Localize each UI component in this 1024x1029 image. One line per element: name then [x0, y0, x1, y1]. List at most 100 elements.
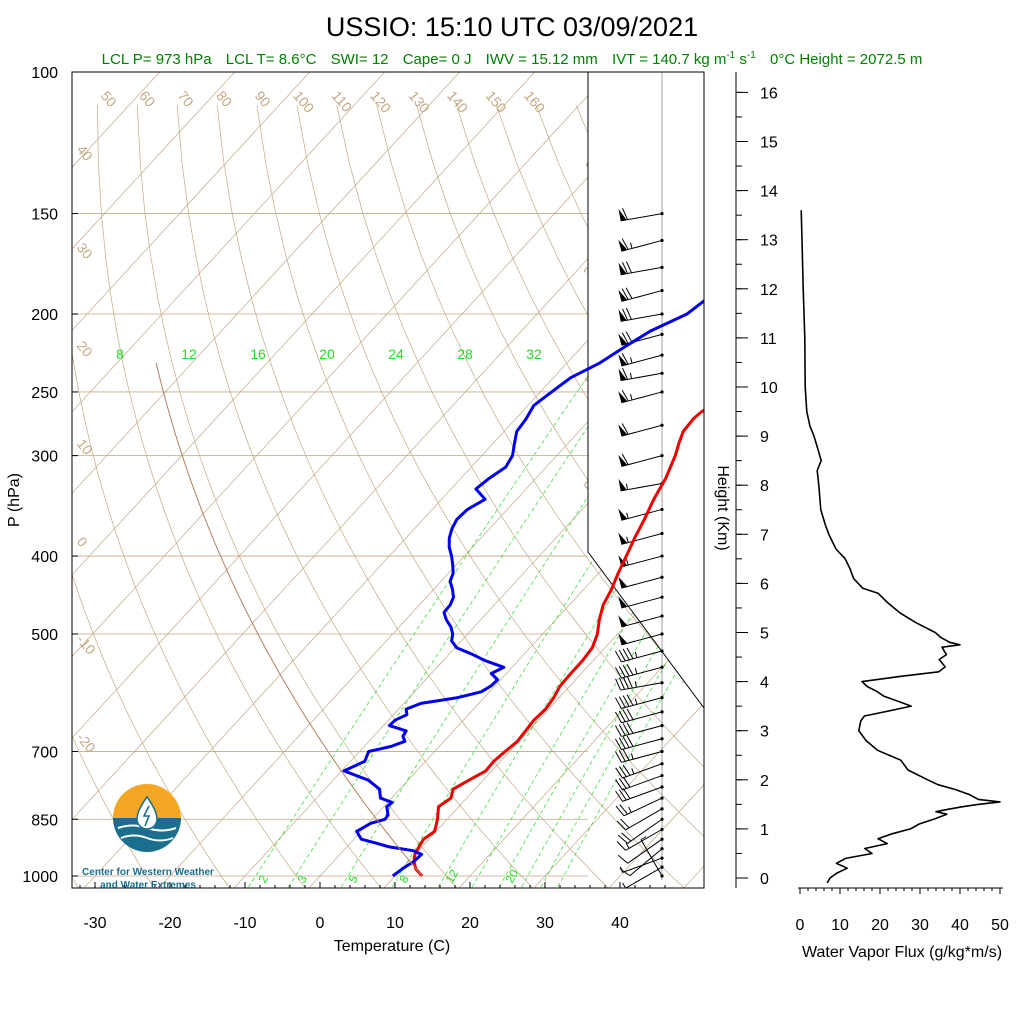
cw3e-logo: Center for Western Weather and Water Ext… — [82, 784, 214, 891]
flux-x-axis-title: Water Vapor Flux (g/kg*m/s) — [802, 944, 1002, 961]
wind-barb-station — [660, 424, 663, 427]
wind-barb-station — [660, 333, 663, 336]
wind-barb-station — [660, 508, 663, 511]
wind-barb-full — [616, 679, 621, 690]
height-axis-tick-label: 2 — [760, 773, 769, 790]
height-axis-tick-label: 6 — [760, 576, 769, 593]
height-axis-tick-label: 14 — [760, 184, 778, 201]
dry-adiabat-line — [855, 105, 1024, 893]
wind-barb-full — [620, 678, 625, 689]
dry-adiabat-line — [0, 105, 157, 893]
isotherm-label: 100 — [290, 88, 317, 116]
y-axis-tick-label: 700 — [31, 744, 58, 761]
height-axis-tick-label: 1 — [760, 822, 769, 839]
y-axis-tick-label: 500 — [31, 627, 58, 644]
wind-barb-shaft — [623, 787, 662, 801]
height-axis-tick-label: 9 — [760, 429, 769, 446]
mixing-ratio-label: 16 — [250, 346, 266, 362]
wind-barb-full — [623, 677, 628, 688]
y-axis-tick-label: 300 — [31, 449, 58, 466]
isotherm-line — [0, 72, 610, 893]
flux-x-axis-tick-label: 40 — [951, 917, 969, 934]
dry-adiabat-line — [736, 105, 1024, 893]
isotherm-label: 20 — [74, 338, 96, 360]
x-axis-tick-label: 30 — [536, 915, 554, 932]
lcl-temperature: LCL T= 8.6°C — [226, 51, 317, 68]
isotherm-label: 140 — [444, 88, 471, 116]
zero-degree-height: 0°C Height = 2072.5 m — [770, 51, 922, 68]
swi-value: SWI= 12 — [331, 51, 389, 68]
wind-barb-station — [660, 354, 663, 357]
y-axis-tick-label: 100 — [31, 65, 58, 82]
flux-x-axis-tick-label: 20 — [871, 917, 889, 934]
dry-adiabat-line — [895, 105, 1024, 893]
wind-barb-station — [660, 856, 663, 859]
iwv-value: IWV = 15.12 mm — [486, 51, 598, 68]
x-axis-tick-label: 40 — [611, 915, 629, 932]
wind-barb-station — [660, 696, 663, 699]
wind-barb-station — [660, 737, 663, 740]
height-axis-title: Height (Km) — [714, 465, 731, 550]
y-axis-tick-label: 1000 — [22, 869, 58, 886]
wind-barb-full — [618, 855, 627, 863]
mixing-ratio-label: 12 — [181, 346, 197, 362]
x-axis-tick-label: -20 — [158, 915, 181, 932]
isotherm-label: 150 — [483, 88, 510, 116]
ivt-exponent-2: -1 — [747, 50, 756, 61]
wind-barb-station — [660, 818, 663, 821]
dry-adiabat-line — [217, 105, 613, 893]
water-vapor-flux-series — [801, 210, 1000, 883]
wind-barb-station — [660, 289, 663, 292]
wind-barb-station — [660, 390, 663, 393]
dry-adiabat-line — [776, 105, 1024, 893]
y-axis-tick-label: 150 — [31, 207, 58, 224]
ivt-value: IVT = 140.7 kg m — [612, 51, 726, 68]
wind-barb-half — [631, 753, 633, 759]
wind-barb-station — [660, 532, 663, 535]
y-axis-tick-label: 250 — [31, 385, 58, 402]
wind-barb-station — [660, 212, 663, 215]
x-axis-tick-label: 0 — [316, 915, 325, 932]
flux-x-axis-tick-label: 30 — [911, 917, 929, 934]
wind-barb-flag — [618, 615, 627, 627]
isotherm-label: 70 — [175, 88, 197, 110]
wind-barb-station — [660, 847, 663, 850]
chart-title: USSIO: 15:10 UTC 03/09/2021 — [326, 12, 698, 42]
isotherm-label: 110 — [329, 88, 356, 116]
height-axis-tick-label: 10 — [760, 380, 778, 397]
logo-text-line-2: and Water Extremes — [100, 880, 196, 891]
wind-barb-shaft — [623, 776, 662, 790]
isotherm-label: 60 — [136, 88, 158, 110]
isotherm-label: 50 — [98, 88, 120, 110]
isotherm-label: 130 — [406, 88, 433, 116]
height-axis-tick-label: 3 — [760, 724, 769, 741]
wind-barb-station — [660, 762, 663, 765]
wind-barb-station — [660, 796, 663, 799]
wind-barb-station — [660, 266, 663, 269]
logo-text-line-1: Center for Western Weather — [82, 867, 214, 878]
wind-barb-station — [660, 614, 663, 617]
x-axis-tick-label: 20 — [461, 915, 479, 932]
x-axis-tick-label: 10 — [386, 915, 404, 932]
x-axis-tick-label: -30 — [83, 915, 106, 932]
height-axis-tick-label: 13 — [760, 233, 778, 250]
wind-barb-half — [623, 883, 626, 888]
wind-barb-station — [660, 874, 663, 877]
wind-barb-shaft — [626, 867, 662, 888]
height-axis-tick-label: 8 — [760, 478, 769, 495]
x-axis-title: Temperature (C) — [334, 938, 450, 955]
wind-barb-shaft — [623, 764, 662, 778]
height-axis-tick-label: 16 — [760, 85, 778, 102]
isotherm-line — [0, 72, 160, 893]
isotherm-line — [154, 72, 909, 893]
wind-barb-station — [660, 632, 663, 635]
mixing-ratio-label: 12 — [442, 867, 461, 886]
x-axis-tick-label: -10 — [233, 915, 256, 932]
chart-subtitle: LCL P= 973 hPa LCL T= 8.6°C SWI= 12 Cape… — [102, 45, 923, 68]
dry-adiabat-line — [656, 105, 1024, 893]
wind-barb-half — [635, 668, 637, 674]
wind-barb-half — [635, 699, 637, 705]
height-axis-tick-label: 15 — [760, 135, 778, 152]
wind-barb-station — [660, 750, 663, 753]
mixing-ratio-label: 20 — [502, 867, 521, 886]
